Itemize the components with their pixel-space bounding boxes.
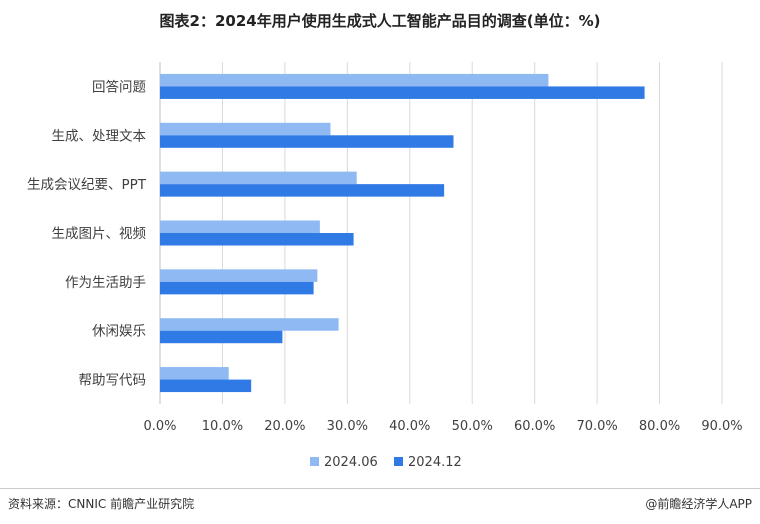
footer-divider bbox=[0, 488, 760, 489]
bars bbox=[160, 73, 645, 393]
chart-title: 图表2：2024年用户使用生成式人工智能产品目的调查(单位：%) bbox=[159, 12, 601, 30]
bar-2024.12-4 bbox=[160, 281, 314, 295]
bar-2024.12-3 bbox=[160, 233, 354, 246]
bar-2024.12-2 bbox=[160, 184, 445, 197]
category-label: 生成会议纪要、PPT bbox=[27, 177, 147, 193]
x-tick-label: 90.0% bbox=[701, 419, 742, 434]
bar-2024.12-6 bbox=[160, 379, 252, 393]
x-tick-label: 0.0% bbox=[143, 419, 176, 434]
legend-swatch bbox=[394, 457, 403, 466]
legend: 2024.06 2024.12 bbox=[310, 455, 462, 470]
credit-note: @前瞻经济学人APP bbox=[645, 497, 752, 511]
bar-2024.06-5 bbox=[160, 318, 339, 331]
bar-2024.06-3 bbox=[160, 220, 320, 233]
bar-2024.12-1 bbox=[160, 135, 454, 148]
bar-2024.12-0 bbox=[160, 86, 645, 99]
x-tick-label: 40.0% bbox=[389, 419, 430, 434]
x-tick-label: 30.0% bbox=[327, 419, 368, 434]
x-tick-label: 80.0% bbox=[639, 419, 680, 434]
category-label: 休闲娱乐 bbox=[92, 324, 146, 340]
legend-swatch bbox=[310, 457, 319, 466]
bar-2024.12-5 bbox=[160, 330, 283, 344]
category-label: 生成、处理文本 bbox=[52, 128, 147, 144]
bar-2024.06-2 bbox=[160, 171, 357, 185]
x-tick-label: 60.0% bbox=[514, 419, 555, 434]
bar-2024.06-4 bbox=[160, 269, 318, 282]
x-tick-labels: 0.0% 10.0% 20.0% 30.0% 40.0% 50.0% 60.0% 70.0% 8… bbox=[143, 419, 742, 434]
x-tick-label: 50.0% bbox=[452, 419, 493, 434]
bar-2024.06-0 bbox=[160, 73, 549, 87]
x-tick-label: 70.0% bbox=[576, 419, 617, 434]
category-label: 回答问题 bbox=[92, 78, 146, 95]
source-note: 资料来源：CNNIC 前瞻产业研究院 bbox=[8, 497, 195, 511]
bar-2024.06-1 bbox=[160, 122, 331, 136]
legend-label: 2024.12 bbox=[408, 455, 462, 470]
category-label: 生成图片、视频 bbox=[52, 226, 147, 242]
bar-2024.06-6 bbox=[160, 367, 229, 380]
category-label: 帮助写代码 bbox=[79, 373, 147, 389]
x-tick-label: 10.0% bbox=[202, 419, 243, 434]
x-tick-label: 20.0% bbox=[264, 419, 305, 434]
legend-label: 2024.06 bbox=[324, 455, 378, 470]
category-label: 作为生活助手 bbox=[65, 275, 146, 291]
